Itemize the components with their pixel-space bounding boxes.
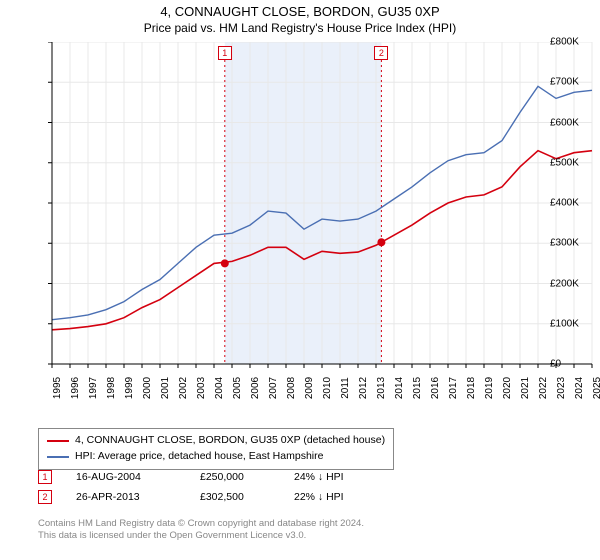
x-tick-label: 2006 (250, 377, 261, 399)
marker-price: £250,000 (200, 471, 270, 483)
footer: Contains HM Land Registry data © Crown c… (38, 518, 364, 543)
x-tick-label: 2022 (538, 377, 549, 399)
y-tick-label: £0 (550, 359, 596, 370)
x-tick-label: 2025 (592, 377, 600, 399)
x-tick-label: 2017 (448, 377, 459, 399)
footer-line: Contains HM Land Registry data © Crown c… (38, 518, 364, 530)
y-tick-label: £700K (550, 77, 596, 88)
x-tick-label: 2015 (412, 377, 423, 399)
sale-marker-row: 1 16-AUG-2004 £250,000 24% ↓ HPI (38, 470, 374, 484)
x-tick-label: 2011 (340, 377, 351, 399)
sale-marker-row: 2 26-APR-2013 £302,500 22% ↓ HPI (38, 490, 374, 504)
legend-item: 4, CONNAUGHT CLOSE, BORDON, GU35 0XP (de… (47, 433, 385, 449)
chart-title: 4, CONNAUGHT CLOSE, BORDON, GU35 0XP (0, 4, 600, 19)
chart-marker-badge: 1 (218, 46, 232, 60)
x-tick-label: 1995 (52, 377, 63, 399)
line-chart-svg (0, 42, 600, 422)
legend: 4, CONNAUGHT CLOSE, BORDON, GU35 0XP (de… (38, 428, 394, 470)
x-tick-label: 1997 (88, 377, 99, 399)
x-tick-label: 2023 (556, 377, 567, 399)
x-tick-label: 2003 (196, 377, 207, 399)
x-tick-label: 2016 (430, 377, 441, 399)
y-tick-label: £400K (550, 198, 596, 209)
marker-price: £302,500 (200, 491, 270, 503)
x-tick-label: 2019 (484, 377, 495, 399)
x-tick-label: 2018 (466, 377, 477, 399)
legend-item: HPI: Average price, detached house, East… (47, 449, 385, 465)
x-tick-label: 2024 (574, 377, 585, 399)
legend-label: 4, CONNAUGHT CLOSE, BORDON, GU35 0XP (de… (75, 433, 385, 449)
y-tick-label: £800K (550, 37, 596, 48)
y-tick-label: £100K (550, 318, 596, 329)
x-tick-label: 2012 (358, 377, 369, 399)
x-tick-label: 2009 (304, 377, 315, 399)
x-tick-label: 2004 (214, 377, 225, 399)
y-tick-label: £300K (550, 238, 596, 249)
y-tick-label: £500K (550, 157, 596, 168)
x-tick-label: 2013 (376, 377, 387, 399)
legend-swatch (47, 440, 69, 442)
x-tick-label: 2000 (142, 377, 153, 399)
legend-label: HPI: Average price, detached house, East… (75, 449, 323, 465)
x-tick-label: 2010 (322, 377, 333, 399)
sale-markers-block: 1 16-AUG-2004 £250,000 24% ↓ HPI 2 26-AP… (38, 470, 374, 510)
x-tick-label: 1998 (106, 377, 117, 399)
chart-marker-badge: 2 (374, 46, 388, 60)
marker-badge: 2 (38, 490, 52, 504)
x-tick-label: 2002 (178, 377, 189, 399)
x-tick-label: 2001 (160, 377, 171, 399)
x-tick-label: 2005 (232, 377, 243, 399)
marker-date: 16-AUG-2004 (76, 471, 176, 483)
footer-line: This data is licensed under the Open Gov… (38, 530, 364, 542)
x-tick-label: 1996 (70, 377, 81, 399)
marker-badge: 1 (38, 470, 52, 484)
y-tick-label: £600K (550, 117, 596, 128)
marker-pct: 24% ↓ HPI (294, 471, 374, 483)
chart-title-block: 4, CONNAUGHT CLOSE, BORDON, GU35 0XP Pri… (0, 0, 600, 35)
x-tick-label: 2014 (394, 377, 405, 399)
x-tick-label: 1999 (124, 377, 135, 399)
x-tick-label: 2008 (286, 377, 297, 399)
legend-swatch (47, 456, 69, 458)
chart-area: £0£100K£200K£300K£400K£500K£600K£700K£80… (0, 42, 600, 422)
marker-pct: 22% ↓ HPI (294, 491, 374, 503)
x-tick-label: 2007 (268, 377, 279, 399)
marker-date: 26-APR-2013 (76, 491, 176, 503)
chart-subtitle: Price paid vs. HM Land Registry's House … (0, 21, 600, 35)
x-tick-label: 2021 (520, 377, 531, 399)
y-tick-label: £200K (550, 278, 596, 289)
x-tick-label: 2020 (502, 377, 513, 399)
